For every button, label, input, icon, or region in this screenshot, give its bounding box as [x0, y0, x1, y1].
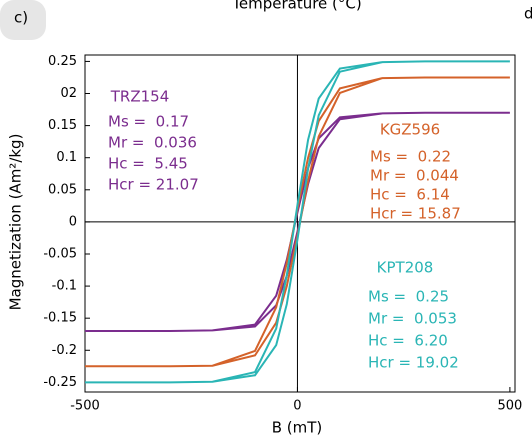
loop-line [85, 60, 510, 384]
annotation: Hc = 6.20 [368, 332, 448, 350]
annotation: Mr = 0.044 [370, 167, 459, 185]
y-tick-label: 02 [60, 86, 77, 101]
y-axis-label: Magnetization (Am²/kg) [7, 134, 25, 311]
y-tick-label: -0.25 [43, 375, 77, 390]
annotation: Mr = 0.053 [368, 310, 457, 328]
annotation: Ms = 0.25 [368, 288, 449, 306]
y-tick-label: 0 [69, 214, 77, 229]
legend-label: KGZ596 [380, 121, 440, 139]
panel-badge [0, 0, 46, 40]
y-tick-label: 0.1 [56, 150, 77, 165]
legend-label: TRZ154 [110, 88, 170, 106]
chart-title: Temperature (°C) [231, 0, 361, 13]
annotation: Hc = 5.45 [108, 155, 188, 173]
annotation: Hcr = 15.87 [370, 205, 461, 223]
plot-frame [84, 54, 516, 393]
annotation: Hcr = 21.07 [108, 176, 199, 194]
x-tick-label: 0 [293, 399, 301, 414]
y-tick-label: 0.05 [48, 182, 77, 197]
panel-label: c) [14, 9, 28, 27]
loop-line [85, 76, 510, 368]
x-tick-label: -500 [70, 399, 100, 414]
annotation: Ms = 0.22 [370, 148, 451, 166]
y-tick-label: 0.25 [48, 54, 77, 69]
legend-label: KPT208 [377, 259, 434, 277]
annotation: Hc = 6.14 [370, 186, 450, 204]
next-panel-label: d [524, 5, 532, 23]
annotation: Hcr = 19.02 [368, 354, 459, 372]
y-tick-label: -0.2 [52, 343, 77, 358]
annotation: Mr = 0.036 [108, 134, 197, 152]
y-tick-label: 0.15 [48, 118, 77, 133]
x-tick-label: 500 [497, 399, 522, 414]
y-tick-label: -0.05 [43, 246, 77, 261]
y-tick-label: -0.15 [43, 311, 77, 326]
y-tick-label: -0.1 [52, 279, 77, 294]
x-axis-label: B (mT) [272, 419, 323, 437]
annotation: Ms = 0.17 [108, 113, 189, 131]
